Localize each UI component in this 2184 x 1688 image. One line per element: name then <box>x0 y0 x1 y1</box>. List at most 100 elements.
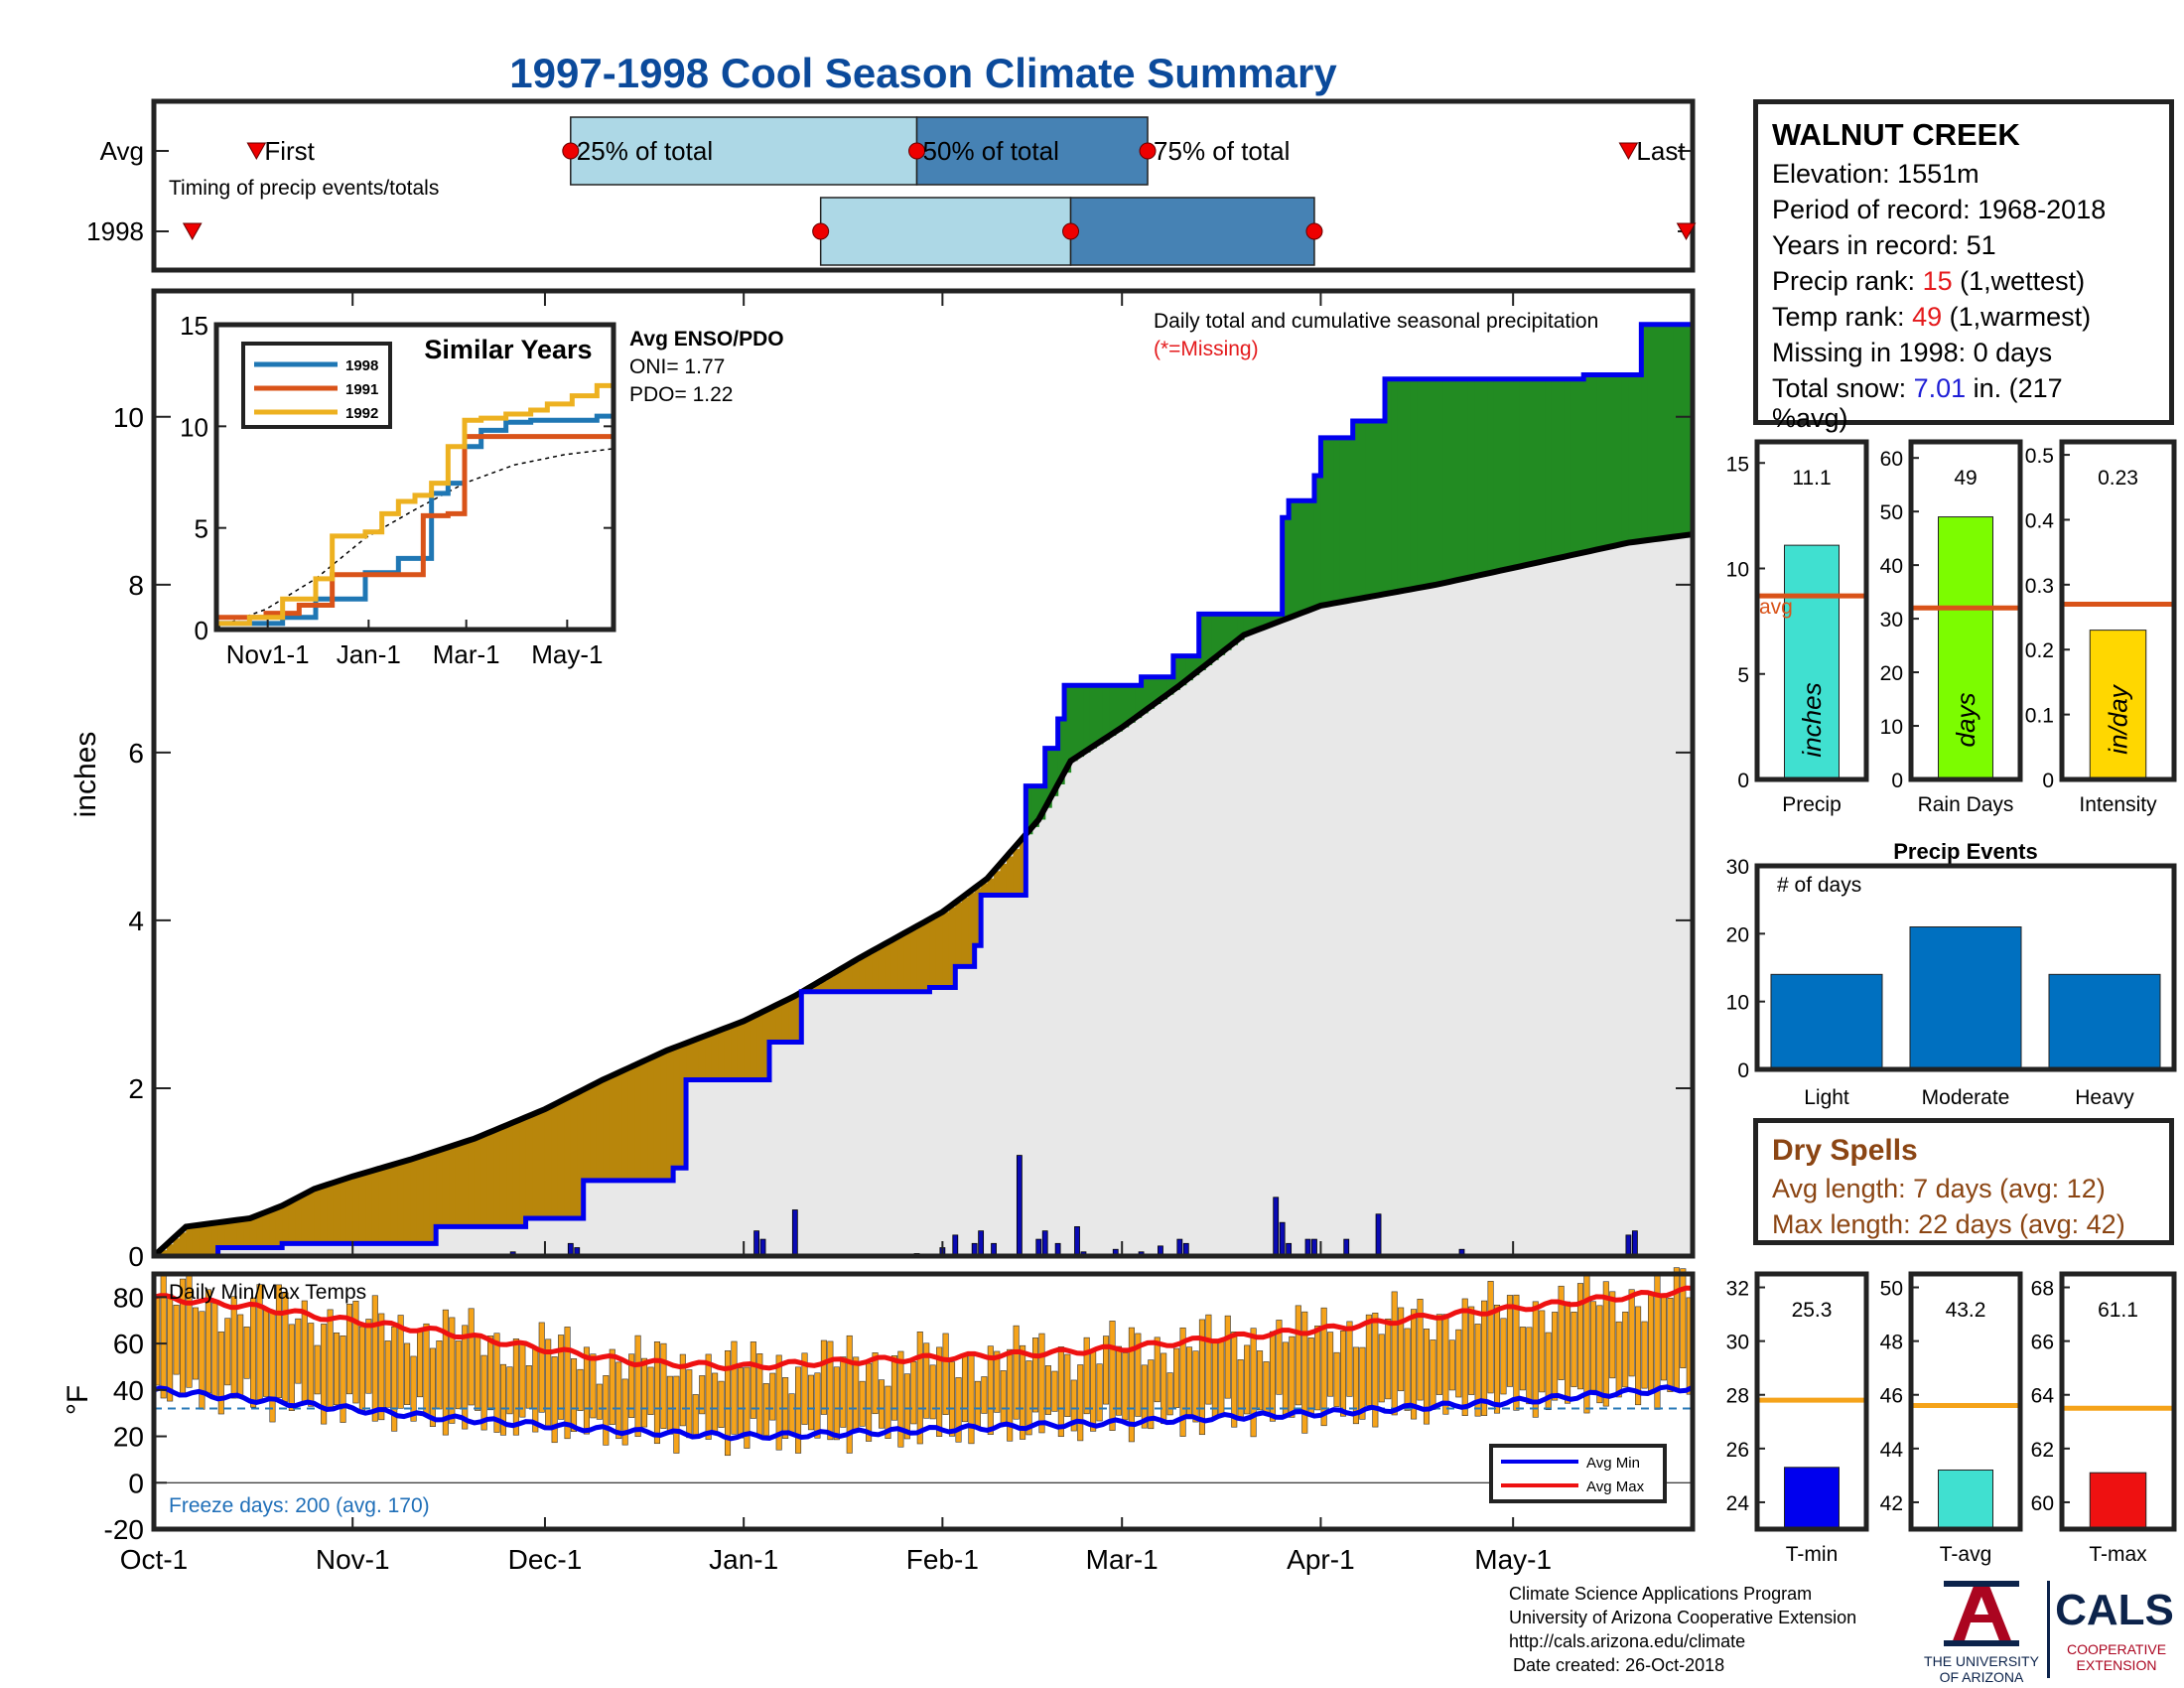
daily-temp-bar <box>345 1304 353 1395</box>
daily-temp-bar <box>365 1319 372 1394</box>
small-y-tick-label: 0.1 <box>2025 705 2054 728</box>
precip-rank-value: 15 <box>1922 266 1953 296</box>
surplus-fill <box>1583 374 1591 553</box>
surplus-fill <box>1609 374 1617 547</box>
deficit-fill <box>852 961 861 992</box>
temp-rank-value: 49 <box>1912 302 1943 332</box>
deficit-fill <box>660 1053 668 1181</box>
inset-frame <box>213 322 616 633</box>
daily-temp-bar <box>1622 1311 1629 1388</box>
daily-temp-bar <box>666 1375 673 1435</box>
timing-row-label: 1998 <box>86 216 144 246</box>
daily-temp-bar <box>1339 1331 1347 1417</box>
station-elevation: Elevation: 1551m <box>1772 159 1979 189</box>
page-title: 1997-1998 Cool Season Climate Summary <box>509 50 1337 96</box>
surplus-fill <box>1513 378 1521 568</box>
inset-y-tick-label: 15 <box>180 311 208 341</box>
daily-temp-bar <box>903 1373 910 1440</box>
inset-x-tick-label: May-1 <box>531 639 603 669</box>
small-panel-frame <box>1754 1271 1869 1532</box>
bar-category-label: T-min <box>1786 1543 1839 1566</box>
daily-temp-bar <box>1442 1314 1449 1415</box>
deficit-fill <box>1000 863 1008 896</box>
surplus-fill <box>1404 378 1412 591</box>
daily-temp-bar <box>872 1352 879 1415</box>
daily-temp-bar <box>243 1326 250 1379</box>
daily-temp-bar <box>1365 1314 1372 1406</box>
daily-temp-bar <box>1526 1327 1533 1405</box>
surplus-fill <box>1448 378 1456 583</box>
surplus-fill <box>1263 614 1271 629</box>
deficit-fill <box>249 1217 257 1248</box>
daily-temp-bar <box>1570 1312 1577 1387</box>
surplus-fill <box>1410 378 1418 590</box>
daily-temp-bar <box>929 1364 936 1420</box>
x-axis-tick-label: Dec-1 <box>508 1544 583 1575</box>
surplus-fill <box>1192 655 1200 676</box>
deficit-fill <box>577 1092 585 1218</box>
deficit-fill <box>493 1130 501 1227</box>
station-name: WALNUT CREEK <box>1772 117 2020 152</box>
deficit-fill <box>301 1196 309 1244</box>
daily-temp-bar <box>436 1340 443 1410</box>
surplus-fill <box>1172 655 1180 690</box>
surplus-fill <box>1025 785 1033 835</box>
inset-legend-label: 1992 <box>345 405 378 422</box>
daily-temp-bar <box>1135 1333 1142 1417</box>
small-y-tick-label: 0 <box>1737 770 1749 792</box>
surplus-fill <box>1372 421 1380 597</box>
small-y-tick-label: 66 <box>2031 1332 2054 1354</box>
daily-temp-bar <box>1051 1370 1058 1412</box>
surplus-fill <box>1295 500 1302 616</box>
small-y-tick-label: 50 <box>1880 501 1903 524</box>
surplus-fill <box>1077 685 1085 758</box>
surplus-fill <box>1320 437 1328 606</box>
inset-legend-label: 1998 <box>345 357 378 374</box>
daily-temp-bar <box>1372 1313 1379 1428</box>
surplus-fill <box>1532 378 1540 564</box>
event-bar-light <box>1770 973 1883 1070</box>
deficit-fill <box>890 940 898 992</box>
deficit-fill <box>449 1147 457 1227</box>
surplus-fill <box>1031 785 1039 827</box>
deficit-fill <box>627 1067 635 1181</box>
small-y-tick-label: 44 <box>1880 1439 1904 1462</box>
daily-temp-bar <box>628 1353 635 1418</box>
deficit-fill <box>897 936 905 992</box>
daily-temp-bar <box>397 1315 404 1409</box>
daily-temp-bar <box>1148 1359 1155 1430</box>
deficit-fill <box>173 1238 181 1256</box>
daily-temp-bar <box>167 1294 174 1402</box>
daily-temp-bar <box>1417 1299 1424 1401</box>
surplus-fill <box>1289 500 1297 619</box>
daily-temp-bar <box>416 1329 424 1398</box>
deficit-fill <box>673 1048 681 1169</box>
daily-temp-bar <box>603 1375 610 1446</box>
daily-temp-bar <box>890 1355 897 1421</box>
daily-precip-bar <box>1304 1238 1311 1257</box>
small-panel-frame <box>1908 1271 2023 1532</box>
bar-t-avg <box>1938 1469 1993 1530</box>
deficit-fill <box>744 1021 751 1080</box>
temperature-panel: -20 0 20 40 60 80 Oct-1 Nov-1 Dec-1 Jan-1 Feb-1 Mar… <box>62 1267 1696 1575</box>
daily-temp-bar <box>1109 1321 1116 1431</box>
timing-subtitle: Timing of precip events/totals <box>169 177 439 200</box>
inset-series-1992 <box>216 371 616 627</box>
daily-temp-bar <box>532 1347 539 1433</box>
daily-temp-bar <box>795 1366 802 1454</box>
daily-temp-bar <box>1404 1328 1411 1411</box>
daily-temp-bar <box>686 1369 693 1439</box>
deficit-fill <box>903 932 911 992</box>
surplus-fill <box>1352 421 1360 601</box>
surplus-fill <box>1205 614 1213 665</box>
events-y-tick-label: 0 <box>1737 1059 1749 1082</box>
events-y-tick-label: 20 <box>1726 923 1749 946</box>
precip-y-tick-label: 0 <box>128 1241 144 1272</box>
daily-temp-bar <box>724 1349 732 1457</box>
surplus-fill <box>1602 374 1610 549</box>
deficit-fill <box>358 1174 366 1244</box>
deficit-fill <box>640 1061 648 1181</box>
deficit-fill <box>878 947 886 992</box>
daily-temp-bar <box>846 1335 853 1454</box>
daily-temp-bar <box>1276 1320 1283 1395</box>
